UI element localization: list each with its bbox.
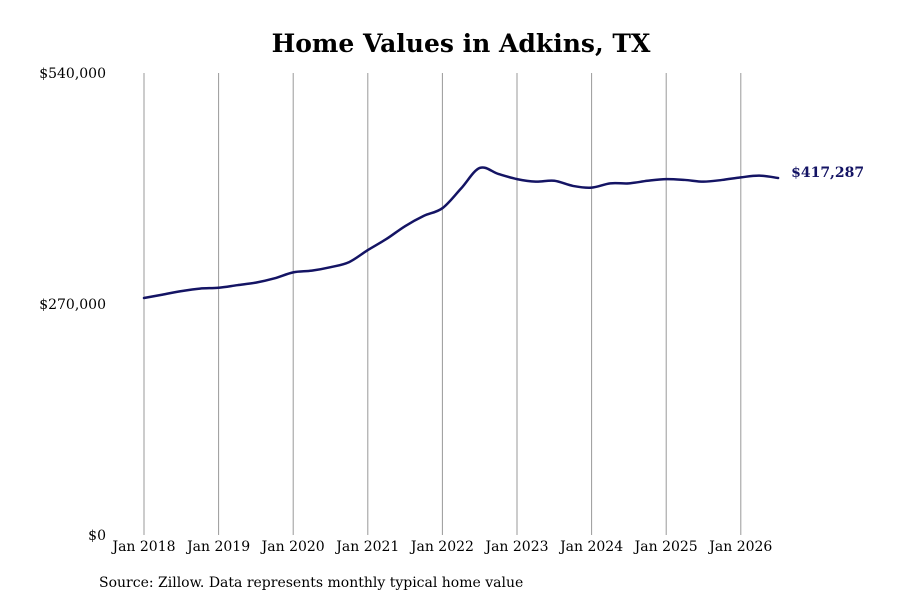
x-tick-label-2026-01: Jan 2026 <box>707 539 772 555</box>
x-axis-tick-labels: Jan 2018 Jan 2019 Jan 2020 Jan 2021 Jan 2022… <box>110 539 772 555</box>
x-tick-label-2021-01: Jan 2021 <box>334 539 399 555</box>
x-tick-label-2023-01: Jan 2023 <box>483 539 548 555</box>
x-tick-label-2019-01: Jan 2019 <box>185 539 250 555</box>
series-line-0 <box>142 166 780 300</box>
x-tick-label-2024-01: Jan 2024 <box>558 539 623 555</box>
x-tick-label-2025-01: Jan 2025 <box>633 539 698 555</box>
source-note: Source: Zillow. Data represents monthly … <box>99 575 523 591</box>
x-tick-label-2020-01: Jan 2020 <box>260 539 325 555</box>
vertical-gridlines <box>143 73 742 535</box>
chart-title: Home Values in Adkins, TX <box>272 29 651 58</box>
series-layer <box>142 166 780 300</box>
y-axis-tick-labels: $0 $270,000 $540,000 <box>39 66 106 544</box>
x-tick-label-2018-01: Jan 2018 <box>110 539 175 555</box>
x-tick-label-2022-01: Jan 2022 <box>409 539 474 555</box>
y-tick-label-0: $0 <box>88 528 106 544</box>
y-tick-label-270000: $270,000 <box>39 297 106 313</box>
end-value-label: $417,287 <box>791 165 864 181</box>
y-tick-label-540000: $540,000 <box>39 66 106 82</box>
